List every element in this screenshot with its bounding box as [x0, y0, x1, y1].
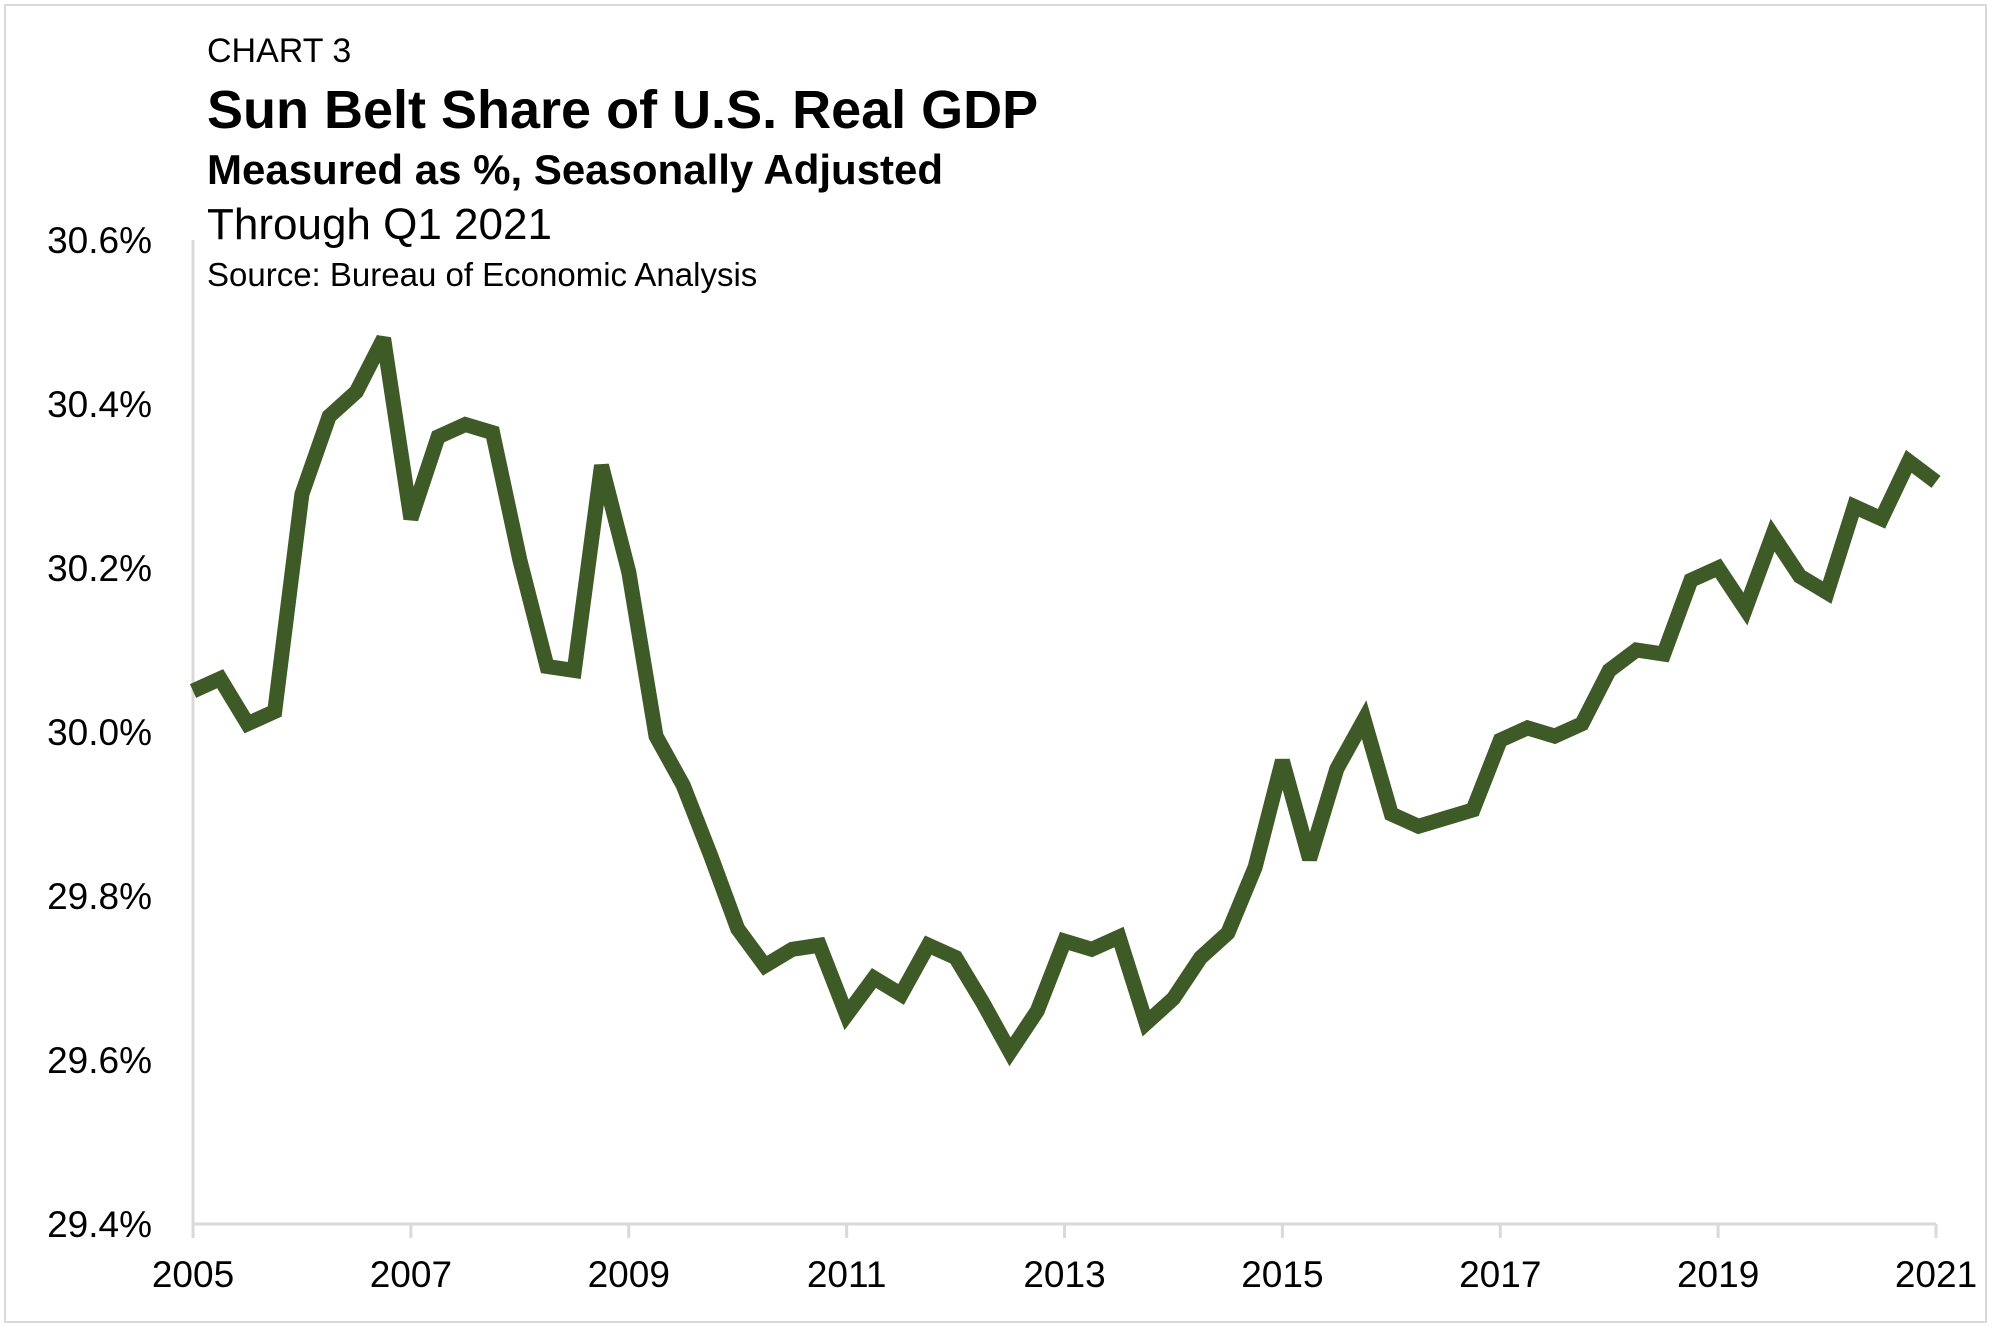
x-tick-label: 2007: [370, 1254, 452, 1295]
x-tick-label: 2005: [152, 1254, 234, 1295]
series-line: [189, 334, 1941, 1067]
chart-source: Source: Bureau of Economic Analysis: [207, 256, 758, 293]
y-tick-label: 30.0%: [47, 712, 152, 753]
chart-label: CHART 3: [207, 32, 352, 70]
y-tick-labels: 29.4% 29.6% 29.8% 30.0% 30.2% 30.4% 30.6%: [47, 220, 152, 1245]
chart-title: Sun Belt Share of U.S. Real GDP: [207, 80, 1039, 140]
x-tick-labels: 2005 2007 2009 2011 2013 2015 2017 2019 2021: [152, 1254, 1977, 1295]
x-tick-label: 2021: [1895, 1254, 1977, 1295]
x-tick-label: 2019: [1677, 1254, 1759, 1295]
y-tick-label: 30.4%: [47, 384, 152, 425]
series-group: [189, 334, 1941, 1067]
y-tick-label: 30.2%: [47, 548, 152, 589]
chart-subtitle: Measured as %, Seasonally Adjusted: [207, 146, 944, 193]
x-tick-label: 2009: [588, 1254, 670, 1295]
x-ticks: [191, 1224, 1938, 1238]
y-tick-label: 29.8%: [47, 876, 152, 917]
x-tick-label: 2013: [1023, 1254, 1105, 1295]
y-tick-label: 30.6%: [47, 220, 152, 261]
x-tick-label: 2017: [1459, 1254, 1541, 1295]
chart-period-note: Through Q1 2021: [207, 200, 552, 249]
y-tick-label: 29.6%: [47, 1040, 152, 1081]
axes: [191, 240, 1936, 1226]
y-tick-label: 29.4%: [47, 1204, 152, 1245]
x-tick-label: 2015: [1241, 1254, 1323, 1295]
chart-frame: [4, 4, 1987, 1323]
x-tick-label: 2011: [807, 1254, 887, 1295]
